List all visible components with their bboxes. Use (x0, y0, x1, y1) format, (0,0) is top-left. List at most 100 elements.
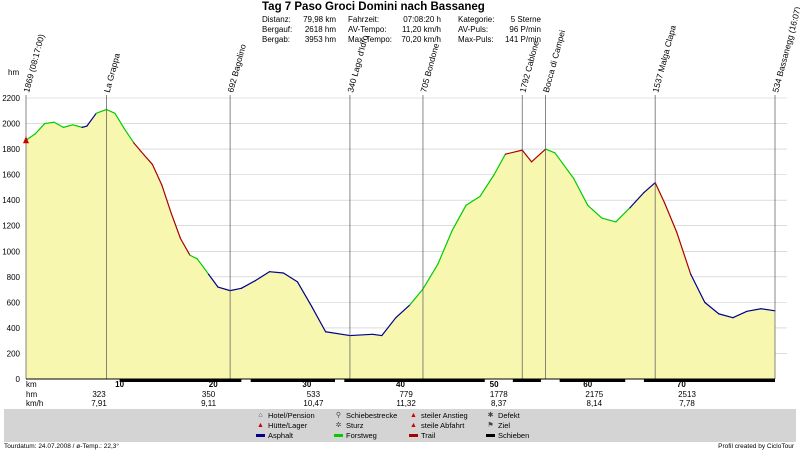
profile-segment (123, 128, 135, 144)
profile-segment (504, 149, 523, 155)
profile-segment (189, 254, 198, 260)
legend-label: Trail (421, 431, 436, 440)
stat-label: AV-Puls: (458, 25, 489, 34)
y-tick-label: 0 (16, 375, 21, 384)
profile-segment (325, 331, 351, 337)
legend-item-finish: ⚑ Ziel (486, 421, 510, 430)
row-value: 8,37 (491, 399, 507, 408)
profile-segment (746, 308, 762, 312)
stat-value: 79,98 km (303, 15, 336, 24)
row-value: 2513 (678, 390, 696, 399)
y-tick-label: 1400 (2, 196, 20, 205)
row-value: 779 (399, 390, 413, 399)
steep-up-icon: ▲ (410, 411, 417, 419)
legend-item-push-line: Schieben (486, 431, 529, 440)
profile-segment (643, 182, 656, 194)
push-segment (344, 379, 485, 382)
stat-label: Fahrzeit: (348, 15, 380, 24)
profile-segment (170, 212, 182, 240)
legend-label: Forstweg (346, 431, 377, 440)
row-value: 7,91 (91, 399, 107, 408)
legend-item-fall: ✲ Sturz (334, 421, 364, 430)
legend-label: Schiebestrecke (346, 411, 398, 420)
finish-flag-icon: ⚑ (487, 421, 494, 429)
profile-segment (615, 207, 631, 223)
stat-value: 96 P/min (509, 25, 541, 34)
profile-segment (465, 195, 481, 206)
profile-segment (718, 313, 734, 319)
profile-segment (395, 304, 411, 319)
profile-segment (140, 151, 153, 166)
legend-item-hotel: ⌂ Hotel/Pension (256, 411, 314, 420)
profile-segment (53, 121, 65, 128)
profile-segment (207, 273, 219, 288)
waypoint-label: 1792 Cablone (517, 40, 540, 94)
waypoint-label: 1869 (08:17:00) (21, 33, 46, 94)
profile-segment (62, 124, 74, 128)
profile-segment (690, 273, 706, 303)
waypoint-label: 534 Bassanegg (16:07) (770, 5, 800, 93)
row-value: 533 (307, 390, 321, 399)
surface-lines (25, 108, 776, 337)
profile-segment (254, 271, 271, 282)
stat-label: Max-Tempo: (348, 35, 393, 44)
x-tick-label: 40 (396, 380, 405, 389)
stat-label: Distanz: (262, 15, 291, 24)
profile-segment (114, 112, 125, 130)
row-value: 8,14 (587, 399, 603, 408)
x-tick-label: 70 (677, 380, 686, 389)
hotel-icon: ⌂ (258, 411, 263, 419)
profile-segment (409, 288, 424, 306)
data-rows: km 10 20 30 40 50 60 70 hm 323 350 533 779 1778 2175 25… (26, 379, 775, 408)
profile-segment (44, 121, 55, 125)
profile-segment (654, 182, 666, 204)
stat-value: 2618 hm (304, 25, 336, 34)
stat-label: Kategorie: (458, 15, 495, 24)
profile-segment (161, 184, 172, 214)
profile-segment (704, 301, 720, 315)
row-value: 2175 (585, 390, 603, 399)
profile-segment (371, 333, 383, 337)
y-tick-label: 2000 (2, 120, 20, 129)
row-value: 350 (202, 390, 216, 399)
row-label: km/h (26, 399, 43, 408)
profile-segment (493, 153, 506, 176)
profile-segment (105, 108, 116, 114)
row-value: 1778 (490, 390, 508, 399)
legend-item-forstweg: Forstweg (334, 431, 377, 440)
push-segment (643, 379, 775, 382)
profile-segment (268, 271, 285, 274)
legend-item-defect: ✱ Defekt (486, 411, 520, 420)
push-line-icon (486, 434, 495, 437)
profile-segment (451, 204, 467, 232)
y-tick-label: 1200 (2, 222, 20, 231)
waypoint-label: La Grappa (102, 52, 122, 94)
profile-segment (629, 191, 645, 209)
row-label: hm (26, 390, 37, 399)
chart-title: Tag 7 Paso Groci Domini nach Bassaneg (262, 1, 485, 13)
legend-item-steep-up: ▲ steiler Anstieg (409, 411, 468, 420)
trail-line-icon (409, 434, 418, 437)
y-tick-label: 1600 (2, 171, 20, 180)
profile-segment (437, 230, 453, 265)
y-tick-label: 2200 (2, 94, 20, 103)
hut-icon: ▲ (257, 421, 264, 429)
profile-segment (282, 272, 299, 283)
profile-segment (86, 112, 97, 127)
steep-down-icon: ▲ (410, 421, 417, 429)
legend-item-hut: ▲ Hütte/Lager (256, 421, 307, 430)
profile-segment (521, 149, 533, 163)
legend-label: Hütte/Lager (268, 421, 308, 430)
elevation-area (26, 109, 775, 379)
stat-label: AV-Tempo: (348, 25, 387, 34)
legend-label: steile Abfahrt (421, 421, 465, 430)
start-hut-icon (23, 136, 29, 144)
profile-segment (760, 308, 776, 312)
profile-segment (676, 231, 692, 275)
legend-label: Defekt (498, 411, 520, 420)
profile-segment (545, 148, 556, 154)
row-value: 11,32 (396, 399, 416, 408)
profile-segment (179, 237, 191, 256)
y-tick-label: 1000 (2, 247, 20, 256)
profile-segment (229, 287, 242, 292)
